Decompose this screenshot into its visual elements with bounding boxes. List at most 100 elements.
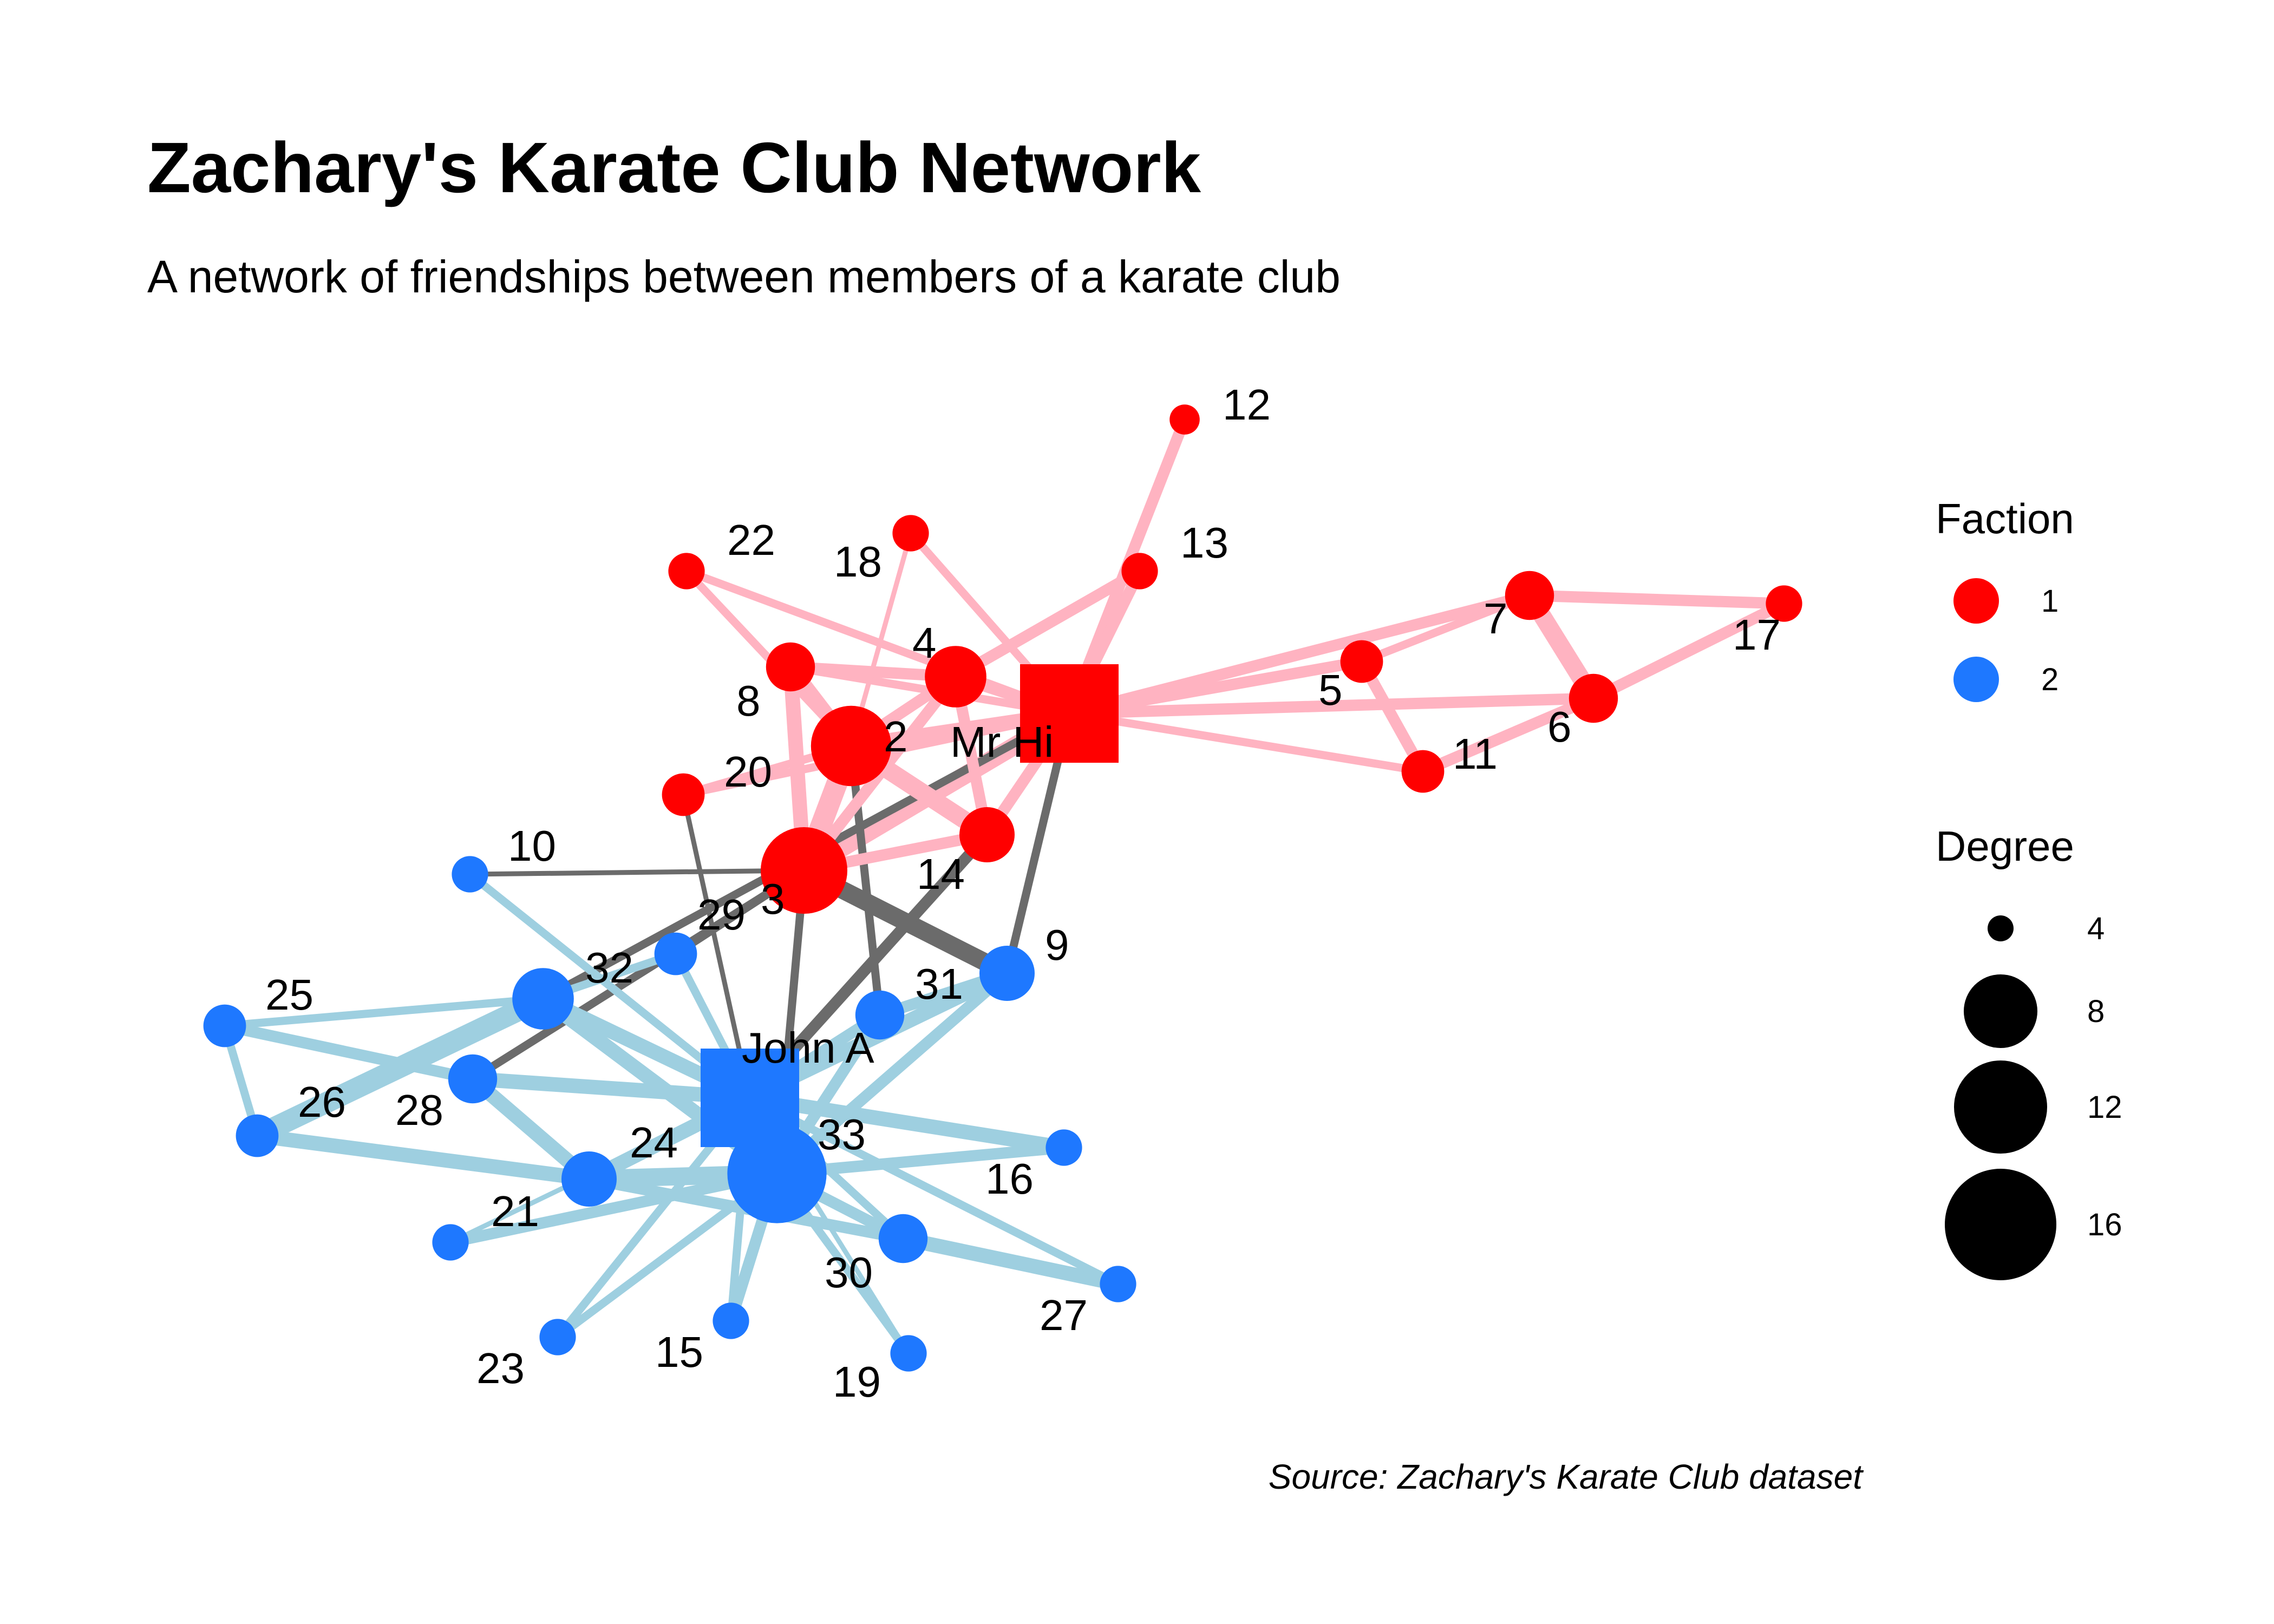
node-label-2: 2: [884, 712, 908, 761]
node-28: [448, 1054, 498, 1104]
legend-degree-swatch-4: [1988, 915, 2014, 941]
node-mr-hi: [1020, 664, 1119, 763]
node-labels-layer: Mr Hi23456789101112131415161718192021222…: [265, 381, 1781, 1406]
node-label-18: 18: [834, 538, 882, 586]
node-32: [512, 968, 574, 1030]
edge-2-31: [847, 745, 884, 1016]
chart-subtitle: A network of friendships between members…: [147, 251, 1341, 302]
node-11: [1401, 750, 1445, 793]
node-15: [713, 1302, 749, 1339]
edge-25-28: [223, 1020, 474, 1085]
node-label-31: 31: [915, 960, 963, 1008]
edge-6-11: [1420, 693, 1596, 777]
node-8: [766, 642, 815, 692]
legend-faction-label-1: 1: [2041, 584, 2059, 619]
edge-6-17: [1591, 598, 1787, 704]
node-label-22: 22: [727, 516, 775, 564]
chart-title: Zachary's Karate Club Network: [147, 128, 1201, 207]
node-17: [1766, 585, 1802, 622]
legend-degree-label-12: 12: [2087, 1090, 2122, 1125]
node-26: [236, 1114, 279, 1157]
node-4: [925, 646, 986, 708]
node-label-24: 24: [630, 1118, 678, 1167]
node-13: [1121, 553, 1158, 590]
node-6: [1569, 673, 1618, 723]
node-label-15: 15: [655, 1328, 703, 1376]
node-9: [979, 946, 1035, 1001]
legend-degree-swatch-12: [1954, 1060, 2047, 1154]
node-24: [561, 1151, 617, 1207]
node-21: [432, 1224, 469, 1261]
node-label-8: 8: [736, 677, 761, 725]
node-label-23: 23: [476, 1344, 525, 1392]
legend-degree-label-4: 4: [2087, 911, 2105, 946]
edge-mr-hi-11: [1068, 709, 1424, 776]
node-23: [539, 1319, 576, 1355]
node-29: [654, 932, 697, 975]
node-label-32: 32: [585, 944, 633, 992]
node-label-19: 19: [833, 1358, 881, 1406]
node-label-25: 25: [265, 971, 313, 1019]
edge-4-13: [952, 566, 1143, 682]
edge-3-10: [469, 868, 805, 877]
node-33: [727, 1124, 827, 1223]
node-label-12: 12: [1223, 381, 1271, 429]
node-label-33: 33: [818, 1110, 866, 1158]
node-label-11: 11: [1453, 730, 1498, 778]
node-31: [855, 990, 905, 1040]
node-label-16: 16: [985, 1155, 1034, 1203]
node-22: [668, 553, 705, 590]
node-label-21: 21: [491, 1187, 539, 1235]
edge-27-30: [901, 1231, 1120, 1292]
node-12: [1169, 404, 1200, 435]
node-18: [892, 515, 929, 552]
node-3: [761, 827, 847, 914]
node-label-17: 17: [1733, 611, 1781, 659]
node-label-28: 28: [395, 1086, 443, 1134]
node-14: [959, 807, 1015, 862]
node-30: [878, 1214, 928, 1263]
node-label-5: 5: [1318, 666, 1343, 714]
edge-24-26: [256, 1128, 590, 1187]
node-label-john-a: John A: [742, 1024, 874, 1072]
edge-9-33: [773, 969, 1011, 1178]
node-19: [890, 1335, 927, 1372]
node-label-20: 20: [724, 748, 772, 796]
node-label-3: 3: [761, 875, 785, 923]
edge-21-33: [449, 1168, 779, 1248]
node-label-14: 14: [917, 850, 965, 898]
node-label-29: 29: [697, 890, 746, 939]
node-label-26: 26: [298, 1078, 346, 1126]
edge-mr-hi-7: [1068, 590, 1531, 719]
node-10: [452, 856, 488, 893]
node-20: [662, 773, 705, 816]
edge-20-john-a: [681, 794, 753, 1098]
legend-degree-items: 4 8 12 16: [1945, 911, 2122, 1280]
node-label-4: 4: [912, 619, 937, 667]
node-7: [1505, 571, 1554, 620]
node-label-6: 6: [1547, 703, 1572, 751]
edge-26-32: [252, 989, 548, 1145]
edge-16-john-a: [748, 1090, 1066, 1155]
edge-5-7: [1360, 592, 1531, 665]
node-2: [811, 705, 892, 787]
node-label-27: 27: [1040, 1291, 1088, 1339]
node-5: [1340, 640, 1383, 683]
legend-faction-swatch-2: [1953, 657, 1999, 702]
node-27: [1100, 1266, 1136, 1302]
node-label-9: 9: [1045, 921, 1069, 969]
node-label-13: 13: [1180, 519, 1229, 567]
node-label-10: 10: [508, 822, 556, 870]
node-john-a: [701, 1049, 799, 1147]
node-16: [1045, 1129, 1082, 1166]
chart-caption: Source: Zachary's Karate Club dataset: [1269, 1457, 1864, 1496]
legend-faction-items: 12: [1953, 578, 2059, 702]
nodes-layer: [203, 404, 1802, 1372]
legend-degree-swatch-8: [1964, 974, 2037, 1048]
node-label-7: 7: [1484, 594, 1508, 643]
node-25: [203, 1004, 246, 1047]
legend-faction-swatch-1: [1953, 578, 1999, 624]
legend-degree-swatch-16: [1945, 1169, 2056, 1280]
